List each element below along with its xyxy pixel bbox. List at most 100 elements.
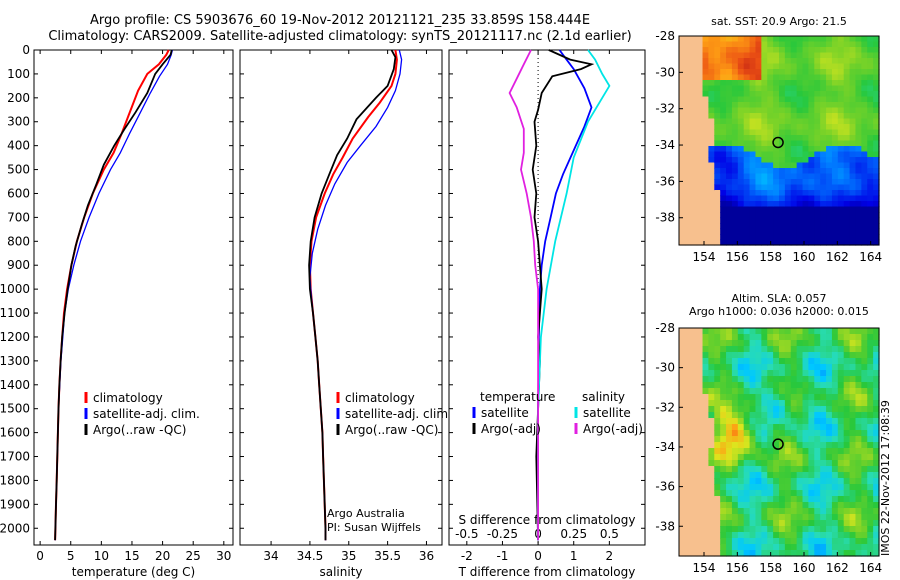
map-cell xyxy=(802,364,810,371)
map-cell xyxy=(731,484,739,491)
map-cell xyxy=(761,424,768,431)
map-cell xyxy=(855,195,862,202)
map-cell xyxy=(743,179,751,186)
map-cell xyxy=(767,358,774,365)
map-cell xyxy=(743,113,751,120)
map-cell xyxy=(849,80,857,87)
map-frame xyxy=(678,35,880,246)
map-cell xyxy=(708,228,715,235)
map-cell xyxy=(755,124,762,131)
map-cell xyxy=(855,364,862,371)
map-cell xyxy=(684,532,692,539)
map-cell xyxy=(731,113,739,120)
map-cell xyxy=(808,201,815,208)
map-cell xyxy=(755,430,762,437)
map-cell xyxy=(779,328,786,335)
map-cell xyxy=(820,195,827,202)
map-cell xyxy=(802,146,810,153)
map-cell xyxy=(873,217,880,224)
map-cell xyxy=(684,454,692,461)
map-x-tick-label: 160 xyxy=(793,561,816,575)
map-cell xyxy=(731,334,739,341)
map-cell xyxy=(679,168,686,175)
map-cell xyxy=(702,162,710,169)
map-cell xyxy=(784,436,792,443)
map-cell xyxy=(873,190,880,197)
map-cell xyxy=(814,334,821,341)
map-cell xyxy=(773,195,780,202)
map-cell xyxy=(873,526,880,533)
map-cell xyxy=(767,364,774,371)
map-cell xyxy=(731,96,739,103)
map-cell xyxy=(837,406,845,413)
map-cell xyxy=(831,358,839,365)
map-cell xyxy=(849,364,857,371)
map-cell xyxy=(814,228,821,235)
x-axis-label: salinity xyxy=(319,565,362,579)
map-cell xyxy=(814,91,821,98)
map-cell xyxy=(843,124,851,131)
map-cell xyxy=(814,430,821,437)
map-cell xyxy=(802,412,810,419)
map-sla: 154 156 158 160 162 164-28-30-32-34-36-38Alti… xyxy=(655,292,882,575)
map-cell xyxy=(790,228,798,235)
map-cell xyxy=(861,179,868,186)
map-cell xyxy=(696,151,704,158)
map-cell xyxy=(690,424,698,431)
map-cell xyxy=(802,140,810,147)
map-cell xyxy=(802,206,810,213)
map-cell xyxy=(873,179,880,186)
map-cell xyxy=(696,124,704,131)
map-cell xyxy=(702,102,710,109)
map-cell xyxy=(849,179,857,186)
map-cell xyxy=(767,52,774,59)
map-cell xyxy=(873,36,880,43)
map-cell xyxy=(779,206,786,213)
map-cell xyxy=(755,162,762,169)
map-cell xyxy=(808,526,815,533)
map-cell xyxy=(820,206,827,213)
map-cell xyxy=(749,113,757,120)
map-cell xyxy=(837,47,845,54)
map-cell xyxy=(779,52,786,59)
map-cell xyxy=(714,58,721,65)
x-tick-label: 1 xyxy=(570,549,578,563)
map-cell xyxy=(849,340,857,347)
map-cell xyxy=(749,162,757,169)
map-cell xyxy=(867,217,874,224)
map-cell xyxy=(779,400,786,407)
map-cell xyxy=(702,113,710,120)
map-cell xyxy=(731,454,739,461)
map-cell xyxy=(767,478,774,485)
map-cell xyxy=(773,228,780,235)
map-cell xyxy=(714,157,721,164)
map-cell xyxy=(708,151,715,158)
map-cell xyxy=(826,502,833,509)
map-cell xyxy=(779,69,786,76)
map-cell xyxy=(749,74,757,81)
map-cell xyxy=(855,228,862,235)
map-cell xyxy=(802,58,810,65)
map-cell xyxy=(749,364,757,371)
map-cell xyxy=(702,418,710,425)
map-cell xyxy=(843,129,851,136)
map-cell xyxy=(814,412,821,419)
map-cell xyxy=(843,550,851,557)
map-cell xyxy=(843,346,851,353)
map-cell xyxy=(849,96,857,103)
map-cell xyxy=(737,412,745,419)
annotation-pi: PI: Susan Wijffels xyxy=(327,521,421,534)
x-axis-label-salinity: S difference from climatology xyxy=(459,513,636,527)
map-cell xyxy=(690,184,698,191)
map-cell xyxy=(790,36,798,43)
map-cell xyxy=(808,394,815,401)
map-cell xyxy=(690,58,698,65)
map-cell xyxy=(849,538,857,545)
map-cell xyxy=(690,173,698,180)
map-cell xyxy=(820,400,827,407)
map-cell xyxy=(731,346,739,353)
map-cell xyxy=(720,113,727,120)
map-x-tick-label: 158 xyxy=(759,250,782,264)
map-cell xyxy=(855,52,862,59)
map-cell xyxy=(873,508,880,515)
